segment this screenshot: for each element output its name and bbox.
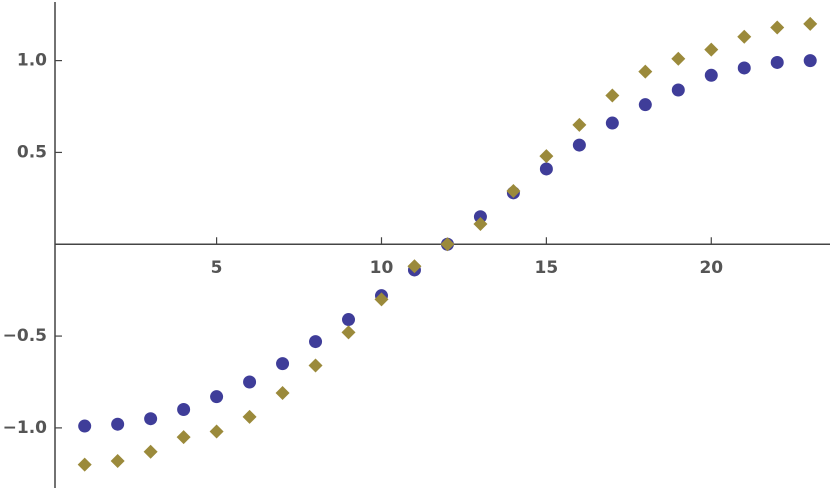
circle-point bbox=[144, 412, 158, 426]
circle-point bbox=[638, 98, 652, 112]
diamond-point bbox=[242, 409, 257, 424]
y-tick-label: −0.5 bbox=[3, 326, 47, 346]
circle-point bbox=[309, 335, 323, 349]
y-tick-label: 0.5 bbox=[17, 142, 47, 162]
y-tick-label: 1.0 bbox=[17, 51, 47, 71]
circle-point bbox=[177, 403, 191, 417]
diamond-point bbox=[374, 292, 389, 307]
diamond-point bbox=[572, 117, 587, 132]
circle-point bbox=[737, 61, 751, 75]
diamond-point bbox=[77, 457, 92, 472]
diamond-point bbox=[803, 16, 818, 31]
diamond-point bbox=[176, 430, 191, 445]
diamond-point bbox=[407, 259, 422, 274]
diamond-point bbox=[704, 42, 719, 57]
diamond-point bbox=[506, 183, 521, 198]
circle-point bbox=[572, 138, 586, 152]
diamond-point bbox=[308, 358, 323, 373]
x-tick-label: 5 bbox=[211, 258, 223, 278]
diamond-point bbox=[110, 453, 125, 468]
circle-point bbox=[111, 417, 125, 431]
x-tick-label: 15 bbox=[535, 258, 559, 278]
x-tick-label: 10 bbox=[370, 258, 394, 278]
circle-point bbox=[342, 313, 356, 327]
diamond-point bbox=[440, 237, 455, 252]
circle-point bbox=[539, 162, 553, 176]
diamond-point bbox=[143, 444, 158, 459]
diamond-point bbox=[671, 51, 686, 66]
circle-point bbox=[605, 116, 619, 130]
x-tick-label: 20 bbox=[699, 258, 723, 278]
circle-point bbox=[671, 83, 685, 97]
diamond-point bbox=[737, 29, 752, 44]
circle-point bbox=[770, 55, 784, 69]
circle-point bbox=[803, 54, 817, 68]
diamond-point bbox=[275, 385, 290, 400]
diamond-point bbox=[638, 64, 653, 79]
y-tick-label: −1.0 bbox=[3, 418, 48, 438]
circle-point bbox=[78, 419, 92, 433]
circle-point bbox=[276, 357, 290, 371]
diamond-point bbox=[770, 20, 785, 35]
diamond-point bbox=[605, 88, 620, 103]
diamond-point bbox=[473, 217, 488, 232]
circle-point bbox=[243, 375, 257, 389]
circle-point bbox=[210, 390, 224, 404]
circle-point bbox=[704, 68, 718, 82]
diamond-point bbox=[539, 149, 554, 164]
circle-point bbox=[473, 210, 487, 224]
diamond-point bbox=[209, 424, 224, 439]
diamond-point bbox=[341, 325, 356, 340]
